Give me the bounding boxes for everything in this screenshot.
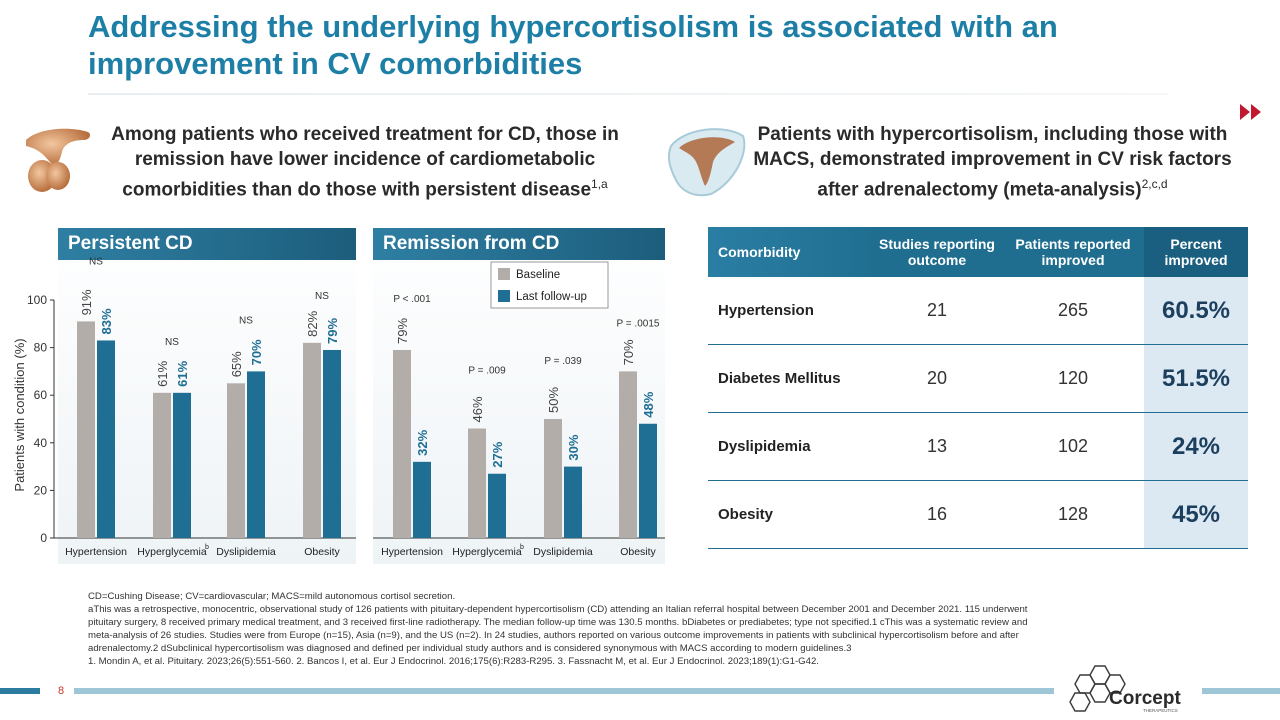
footnote-abbreviations: CD=Cushing Disease; CV=cardiovascular; M… bbox=[88, 591, 456, 602]
header-comorbidity: Comorbidity bbox=[708, 227, 872, 277]
row-studies: 13 bbox=[872, 412, 1002, 481]
remission-cd-panel: Remission from CD bbox=[373, 228, 665, 564]
adrenal-gland-icon bbox=[667, 128, 746, 197]
y-tick-label: 80 bbox=[34, 341, 48, 355]
footnote-study-details: aThis was a retrospective, monocentric, … bbox=[88, 604, 1028, 654]
row-patients: 265 bbox=[1002, 277, 1144, 345]
table-row: Obesity 16 128 45% bbox=[708, 480, 1248, 549]
header-studies: Studies reporting outcome bbox=[872, 227, 1002, 277]
y-tick-label: 40 bbox=[34, 436, 48, 450]
title-divider bbox=[88, 93, 1168, 95]
next-slide-icon[interactable] bbox=[1238, 102, 1264, 122]
logo-tagline: THERAPEUTICS bbox=[1143, 708, 1178, 713]
left-subheading-ref: 1,a bbox=[591, 177, 608, 191]
row-percent: 60.5% bbox=[1144, 277, 1248, 345]
right-subheading-ref: 2,c,d bbox=[1141, 177, 1168, 191]
row-studies: 21 bbox=[872, 277, 1002, 345]
y-tick-label: 0 bbox=[40, 531, 47, 545]
remission-cd-title: Remission from CD bbox=[373, 228, 665, 260]
row-patients: 128 bbox=[1002, 480, 1144, 549]
table-row: Hypertension 21 265 60.5% bbox=[708, 277, 1248, 345]
row-percent: 45% bbox=[1144, 480, 1248, 549]
footer-bar-left bbox=[0, 688, 40, 694]
persistent-cd-title: Persistent CD bbox=[58, 228, 356, 260]
table-row: Diabetes Mellitus 20 120 51.5% bbox=[708, 344, 1248, 413]
pituitary-gland-icon bbox=[26, 128, 91, 192]
row-name: Diabetes Mellitus bbox=[708, 344, 872, 413]
y-axis-label: Patients with condition (%) bbox=[12, 338, 27, 491]
table-header-row: Comorbidity Studies reporting outcome Pa… bbox=[708, 227, 1248, 277]
meta-analysis-table: Comorbidity Studies reporting outcome Pa… bbox=[708, 227, 1248, 549]
table-row: Dyslipidemia 13 102 24% bbox=[708, 412, 1248, 481]
row-name: Hypertension bbox=[708, 277, 872, 345]
page-number: 8 bbox=[58, 685, 65, 697]
row-studies: 16 bbox=[872, 480, 1002, 549]
y-tick-label: 60 bbox=[34, 388, 48, 402]
row-percent: 24% bbox=[1144, 412, 1248, 481]
right-subheading: Patients with hypercortisolism, includin… bbox=[745, 122, 1240, 202]
slide-title: Addressing the underlying hypercortisoli… bbox=[88, 9, 1058, 81]
footer-bar bbox=[74, 688, 1054, 694]
row-studies: 20 bbox=[872, 344, 1002, 413]
left-subheading: Among patients who received treatment fo… bbox=[100, 122, 630, 202]
row-patients: 120 bbox=[1002, 344, 1144, 413]
row-percent: 51.5% bbox=[1144, 344, 1248, 413]
y-axis-label-text: Patients with condition (%) bbox=[12, 338, 27, 491]
y-tick-label: 100 bbox=[27, 293, 47, 307]
y-tick-label: 20 bbox=[34, 483, 48, 497]
footnotes: CD=Cushing Disease; CV=cardiovascular; M… bbox=[88, 590, 1048, 668]
header-patients: Patients reported improved bbox=[1002, 227, 1144, 277]
row-name: Obesity bbox=[708, 480, 872, 549]
persistent-cd-panel: Persistent CD bbox=[58, 228, 356, 564]
header-percent: Percent improved bbox=[1144, 227, 1248, 277]
logo-wordmark: Corcept bbox=[1109, 688, 1181, 709]
row-name: Dyslipidemia bbox=[708, 412, 872, 481]
right-subheading-text: Patients with hypercortisolism, includin… bbox=[753, 124, 1232, 201]
footer-bar-right bbox=[1202, 688, 1280, 694]
corcept-logo: Corcept THERAPEUTICS bbox=[1069, 665, 1181, 713]
left-subheading-text: Among patients who received treatment fo… bbox=[111, 124, 619, 201]
row-patients: 102 bbox=[1002, 412, 1144, 481]
footnote-references: 1. Mondin A, et al. Pituitary. 2023;26(5… bbox=[88, 656, 819, 667]
